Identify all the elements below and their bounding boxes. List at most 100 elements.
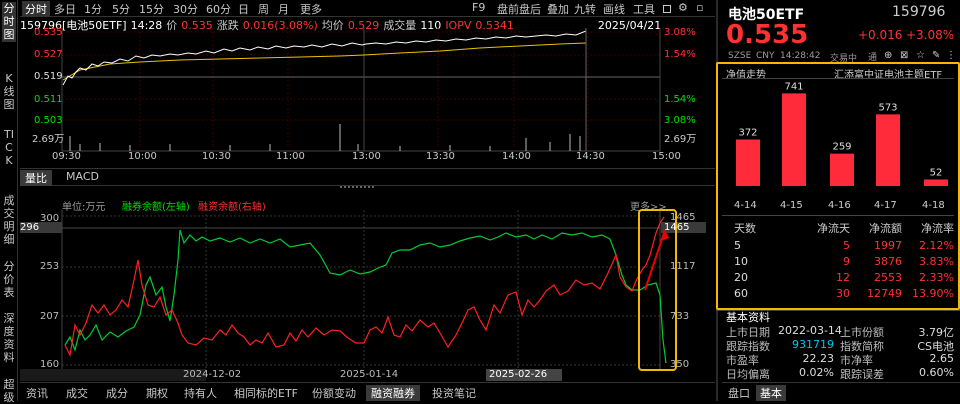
flow-date-3: 4-17 xyxy=(874,200,897,211)
tab-month[interactable]: 月 xyxy=(278,3,289,16)
pre-post-button[interactable]: 盘前盘后 xyxy=(497,3,541,16)
tab-same-etf[interactable]: 相同标的ETF xyxy=(234,387,298,400)
pct-axis-0: 3.08% xyxy=(664,27,696,38)
gear-icon[interactable]: ⚙ xyxy=(678,1,688,14)
period-tabs: 分时 多日 1分 5分 15分 30分 60分 日 周 月 更多 F9 盘前盘后… xyxy=(20,0,715,17)
info-vol: 110 xyxy=(420,19,442,32)
sidebar-depth[interactable]: 深度资料 xyxy=(3,312,15,364)
info-chg: 0.016(3.08%) xyxy=(242,19,318,32)
price-axis-2: 0.519 xyxy=(34,71,63,82)
info-avg-label: 均价 xyxy=(321,19,344,32)
draw-button[interactable]: 画线 xyxy=(603,3,625,16)
tab-components[interactable]: 成分 xyxy=(106,387,128,400)
tab-volume-ratio[interactable]: 量比 xyxy=(20,170,52,186)
basic-row-2-col-2: 市净率 xyxy=(840,354,873,367)
tab-news[interactable]: 资讯 xyxy=(26,387,48,400)
basic-row-1-col-3: CS电池 xyxy=(917,340,954,353)
quote-status: 交易中 xyxy=(830,54,858,64)
time-1500: 15:00 xyxy=(652,151,681,162)
tab-fenshi[interactable]: 分时 xyxy=(22,1,50,17)
tab-1min[interactable]: 1分 xyxy=(84,3,102,16)
info-price: 0.535 xyxy=(181,19,213,32)
f9-button[interactable]: F9 xyxy=(472,1,486,14)
volume-axis-right: 2.69万 xyxy=(664,134,697,145)
tab-multiday[interactable]: 多日 xyxy=(54,3,76,16)
basic-row-0-col-0: 上市日期 xyxy=(726,326,770,339)
more-icon[interactable]: ⋮ xyxy=(946,50,956,61)
basic-row-1-col-1: 931719 xyxy=(792,338,834,351)
tab-5min[interactable]: 5分 xyxy=(112,3,130,16)
splitter-handle[interactable] xyxy=(340,186,374,190)
sidebar-super[interactable]: 超级 xyxy=(3,378,15,404)
star-icon[interactable]: ☆ xyxy=(916,50,925,61)
tab-week[interactable]: 周 xyxy=(258,3,269,16)
tab-30min[interactable]: 30分 xyxy=(173,3,198,16)
tab-more[interactable]: 更多 xyxy=(300,3,322,16)
flow-title: 净值走势 xyxy=(726,70,766,81)
sidebar-trades[interactable]: 成交明细 xyxy=(3,194,15,246)
tab-holders[interactable]: 持有人 xyxy=(184,387,217,400)
tab-notes[interactable]: 投资笔记 xyxy=(432,387,476,400)
tab-60min[interactable]: 60分 xyxy=(206,3,231,16)
margin-chart xyxy=(20,209,706,381)
margin-right-1465a: 1465 xyxy=(670,212,696,223)
tab-day[interactable]: 日 xyxy=(238,3,249,16)
margin-unit: 单位:万元 xyxy=(62,202,106,213)
basic-row-0-col-2: 上市份额 xyxy=(840,326,884,339)
basic-row-3-col-3: 0.60% xyxy=(919,366,954,379)
tong-badge[interactable]: 通 xyxy=(868,53,878,63)
flow-row-3-col-0: 60 xyxy=(734,287,748,300)
sidebar-fenshi[interactable]: 分时图 xyxy=(2,2,16,42)
info-vol-label: 成交量 xyxy=(383,19,417,32)
basic-row-1-col-2: 指数简称 xyxy=(840,340,884,353)
flow-h-rate: 净流率 xyxy=(921,222,954,235)
notify-icon[interactable]: ⊕ xyxy=(884,50,893,61)
sidebar-price-table[interactable]: 分价表 xyxy=(3,260,15,299)
overlay-button[interactable]: 叠加 xyxy=(547,3,569,16)
jiuzhuan-button[interactable]: 九转 xyxy=(574,3,596,16)
flow-bar-label-0: 372 xyxy=(738,128,757,139)
flow-bar-label-4: 52 xyxy=(930,168,943,179)
margin-date-0: 2024-12-02 xyxy=(183,369,242,380)
tab-basic[interactable]: 基本 xyxy=(756,385,786,401)
flow-row-1-col-3: 3.83% xyxy=(919,255,954,268)
time-1430: 14:30 xyxy=(576,151,605,162)
flow-row-1-col-0: 10 xyxy=(734,255,748,268)
info-avg: 0.529 xyxy=(347,19,380,32)
info-chg-label: 涨跌 xyxy=(216,19,239,32)
edit-icon[interactable]: ✎ xyxy=(932,50,941,61)
tab-orderbook[interactable]: 盘口 xyxy=(728,387,750,400)
time-1000: 10:00 xyxy=(128,151,157,162)
time-0930: 09:30 xyxy=(52,151,81,162)
margin-left-253: 253 xyxy=(40,261,60,272)
flow-bar-4 xyxy=(924,179,948,186)
sidebar-tick[interactable]: TICK xyxy=(4,128,14,167)
square-icon[interactable] xyxy=(663,5,671,13)
indicator-tabs: 量比 MACD xyxy=(20,168,715,186)
volume-axis: 2.69万 xyxy=(32,134,65,145)
tab-margin-trading[interactable]: 融资融券 xyxy=(366,385,420,401)
pct-axis-1: 1.54% xyxy=(664,49,696,60)
quote-name: 电池50ETF xyxy=(728,7,805,23)
price-axis-3: 0.511 xyxy=(34,94,63,105)
flow-row-0-col-0: 5 xyxy=(734,239,741,252)
basic-row-2-col-3: 2.65 xyxy=(929,352,955,365)
bottom-tabs: 资讯 成交 成分 期权 持有人 相同标的ETF 份额变动 融资融券 投资笔记 xyxy=(20,382,715,401)
sidebar-kline[interactable]: K线图 xyxy=(3,72,15,111)
tab-macd[interactable]: MACD xyxy=(66,170,99,183)
tools-button[interactable]: 工具 xyxy=(633,3,655,16)
tab-15min[interactable]: 15分 xyxy=(139,3,164,16)
minimize-icon[interactable]: ▫ xyxy=(696,1,704,14)
fund-flow-chart: 372 741 259 573 52 xyxy=(736,81,948,186)
info-name: 159796[电池50ETF] xyxy=(20,19,127,32)
margin-more-link[interactable]: 更多>> xyxy=(630,202,667,213)
quote-pct: +3.08% xyxy=(906,28,955,42)
flow-bar-0 xyxy=(736,139,760,186)
tab-trades[interactable]: 成交 xyxy=(66,387,88,400)
quote-market: SZSE xyxy=(728,51,752,61)
tab-share-change[interactable]: 份额变动 xyxy=(312,387,356,400)
quote-chg: +0.016 xyxy=(858,28,903,42)
tab-options[interactable]: 期权 xyxy=(146,387,168,400)
time-1030: 10:30 xyxy=(202,151,231,162)
tag-icon[interactable]: ⊠ xyxy=(900,50,909,61)
